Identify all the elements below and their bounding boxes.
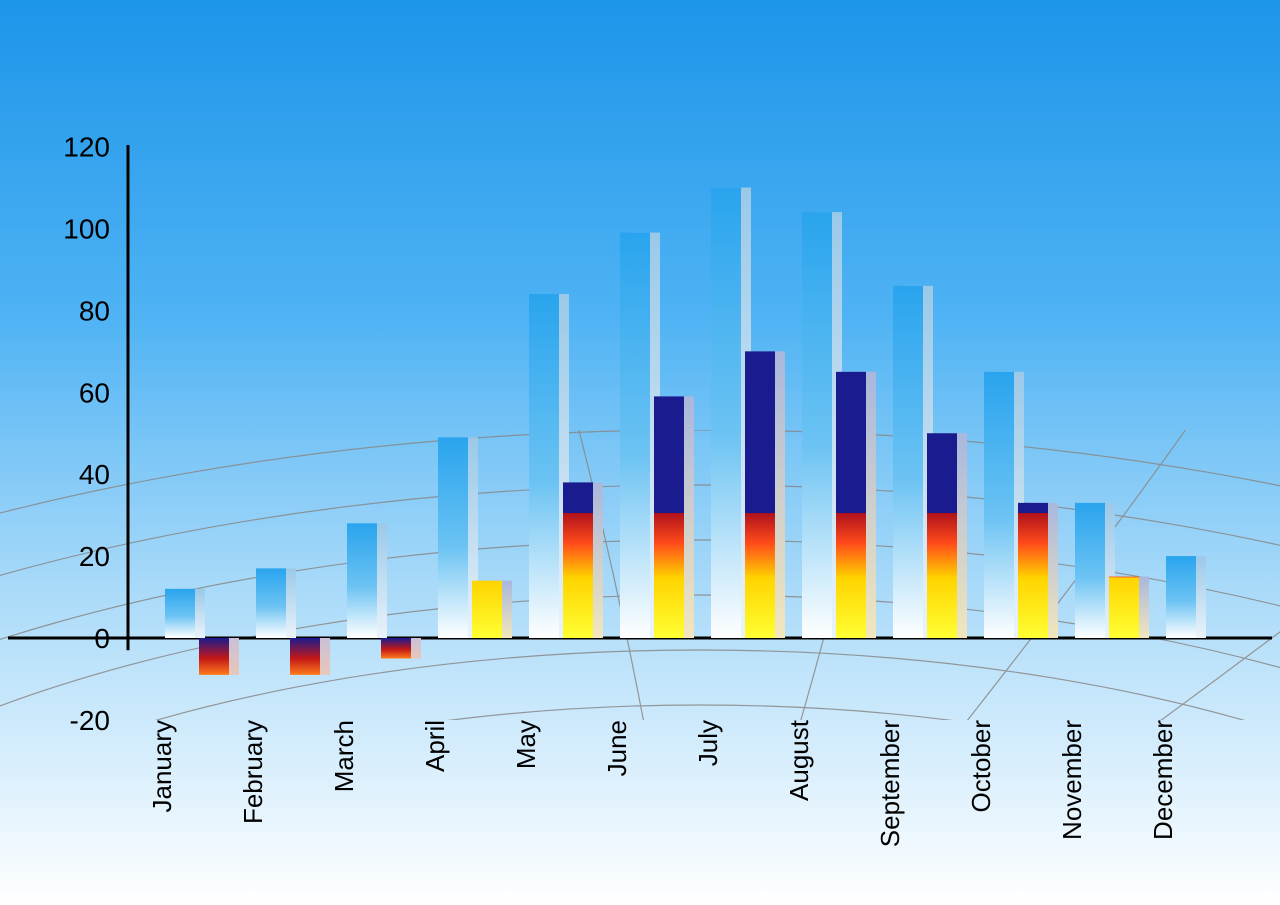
- bar-series-b: [927, 433, 957, 638]
- bar-series-a: [1075, 503, 1105, 638]
- monthly-bar-chart: -20020406080100120JanuaryFebruaryMarchAp…: [0, 0, 1280, 905]
- bar-series-a: [1166, 556, 1196, 638]
- x-tick-label: May: [511, 720, 541, 769]
- x-tick-label: January: [147, 720, 177, 813]
- bar-series-b: [290, 638, 320, 675]
- y-tick-label: 20: [79, 541, 110, 572]
- x-tick-label: February: [238, 720, 268, 824]
- bar-series-a: [256, 568, 286, 638]
- bar-series-b: [745, 351, 775, 638]
- bar-series-a: [802, 212, 832, 638]
- x-tick-label: December: [1148, 720, 1178, 840]
- y-tick-label: 40: [79, 459, 110, 490]
- bar-series-a: [984, 372, 1014, 638]
- bar-series-b: [1018, 503, 1048, 638]
- y-tick-label: -20: [70, 705, 110, 736]
- bar-series-a: [893, 286, 923, 638]
- chart-canvas: -20020406080100120JanuaryFebruaryMarchAp…: [0, 0, 1280, 905]
- bar-series-a: [165, 589, 195, 638]
- x-tick-label: September: [875, 720, 905, 848]
- x-tick-label: November: [1057, 720, 1087, 840]
- bar-series-b: [836, 372, 866, 638]
- bar-series-a: [438, 437, 468, 638]
- bar-series-b: [563, 482, 593, 638]
- bar-series-b: [1109, 577, 1139, 638]
- bar-series-b: [381, 638, 411, 658]
- bar-series-a: [711, 188, 741, 638]
- x-tick-label: April: [420, 720, 450, 772]
- x-tick-label: July: [693, 720, 723, 766]
- bar-series-a: [347, 523, 377, 638]
- bar-series-b: [199, 638, 229, 675]
- x-tick-label: March: [329, 720, 359, 792]
- bar-series-a: [620, 233, 650, 638]
- y-tick-label: 60: [79, 377, 110, 408]
- bar-series-a: [529, 294, 559, 638]
- x-tick-label: October: [966, 720, 996, 813]
- y-tick-label: 80: [79, 295, 110, 326]
- y-tick-label: 100: [63, 214, 110, 245]
- bar-series-b: [654, 396, 684, 638]
- x-tick-label: June: [602, 720, 632, 776]
- bar-series-b: [472, 581, 502, 638]
- x-tick-label: August: [784, 719, 814, 801]
- y-tick-label: 120: [63, 132, 110, 163]
